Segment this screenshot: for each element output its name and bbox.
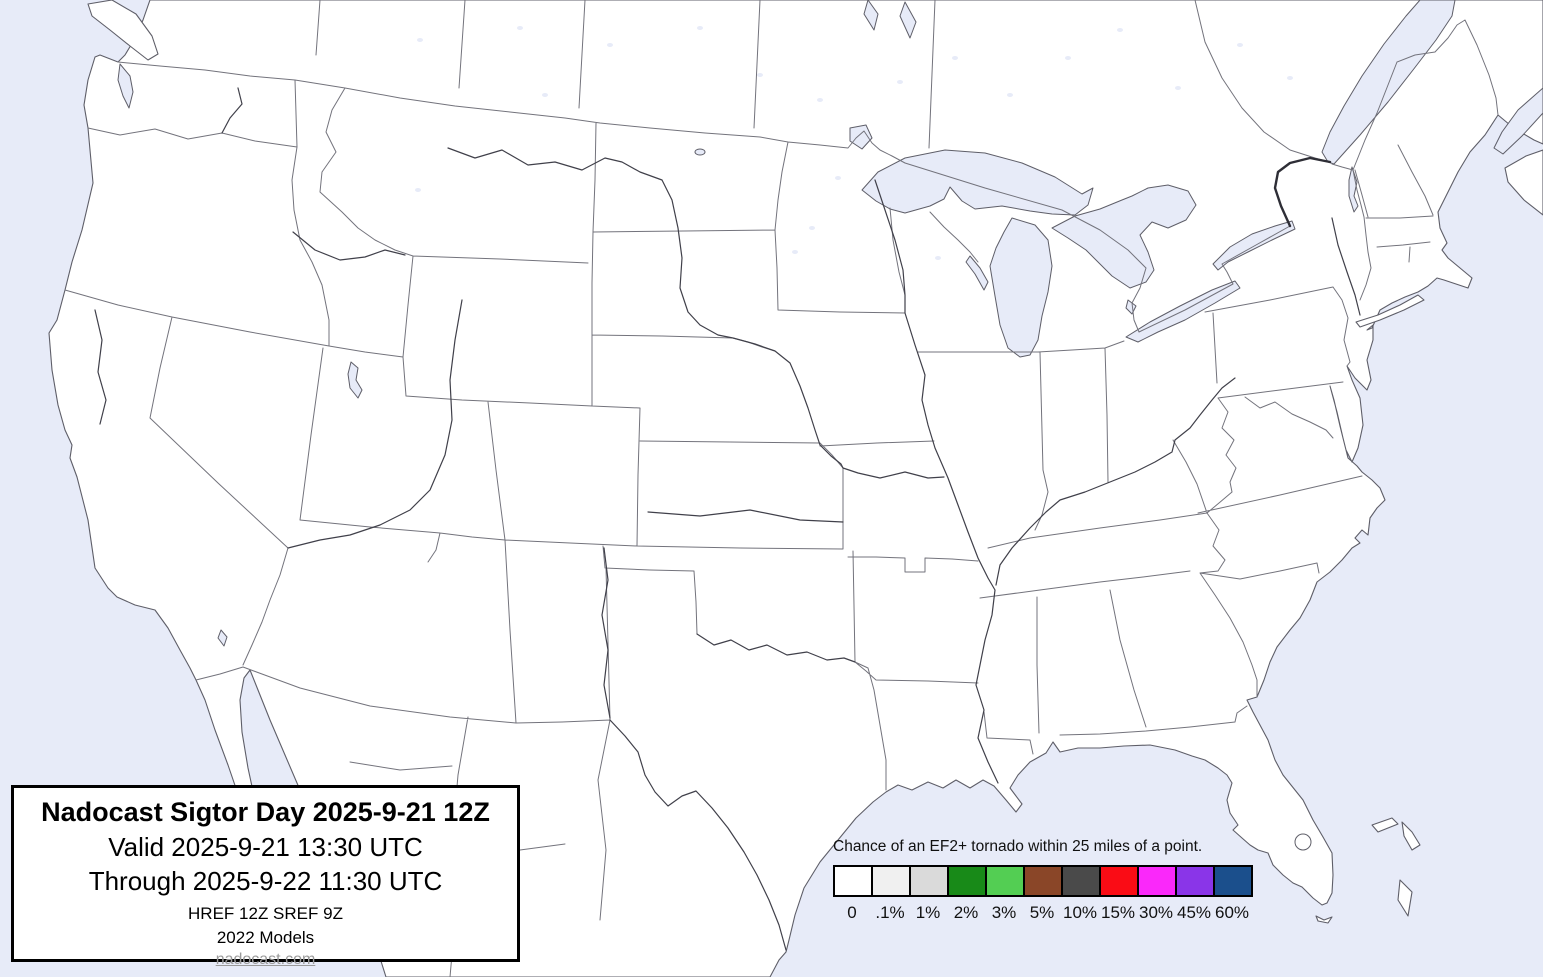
forecast-through-time: Through 2025-9-22 11:30 UTC [88, 866, 443, 896]
legend-label-5%: 5% [1029, 903, 1055, 922]
legend-label-10%: 10% [1062, 903, 1098, 922]
legend-label-15%: 15% [1100, 903, 1136, 922]
legend-swatch-row [833, 865, 1293, 897]
lake-michigan [989, 217, 1053, 358]
forecast-title-box: Nadocast Sigtor Day 2025-9-21 12Z Valid … [11, 785, 520, 968]
legend-swatch-5% [1023, 865, 1063, 897]
legend-swatch-.1% [871, 865, 911, 897]
legend-swatch-60% [1213, 865, 1253, 897]
forecast-models-year: 2022 Models [216, 928, 315, 947]
lake-superior [861, 149, 1094, 216]
legend-swatch-15% [1099, 865, 1139, 897]
vancouver-island [87, 0, 159, 61]
st-lawrence-river [1273, 156, 1332, 228]
probability-legend: Chance of an EF2+ tornado within 25 mile… [833, 838, 1293, 923]
forecast-models: HREF 12Z SREF 9Z [188, 904, 343, 923]
legend-swatch-45% [1175, 865, 1215, 897]
legend-swatch-1% [909, 865, 949, 897]
florida-keys [1315, 915, 1333, 924]
legend-swatch-30% [1137, 865, 1177, 897]
legend-label-3%: 3% [991, 903, 1017, 922]
lake-winnipeg-tip [863, 0, 917, 39]
legend-swatch-10% [1061, 865, 1101, 897]
legend-label-0: 0 [847, 903, 857, 922]
legend-label-45%: 45% [1176, 903, 1212, 922]
legend-label-60%: 60% [1214, 903, 1250, 922]
lake-huron-georgian-bay [1051, 184, 1197, 289]
forecast-title: Nadocast Sigtor Day 2025-9-21 12Z [41, 797, 490, 827]
legend-label-2%: 2% [953, 903, 979, 922]
salton-sea [217, 629, 228, 647]
puget-sound [117, 63, 134, 109]
nadocast-website-link[interactable]: nadocast.com [215, 951, 316, 968]
legend-swatch-0 [833, 865, 873, 897]
small-lake-speckles [415, 26, 1293, 260]
river-lines [94, 87, 1361, 951]
lake-of-the-woods [849, 124, 873, 150]
legend-caption: Chance of an EF2+ tornado within 25 mile… [833, 838, 1203, 855]
bahamas-islands [1371, 817, 1421, 917]
state-borders-group [64, 0, 1499, 977]
bay-of-fundy [1493, 87, 1543, 155]
lake-okeechobee [1294, 833, 1312, 851]
devils-lake [694, 148, 706, 156]
lakes-group [117, 0, 1543, 851]
long-island [1355, 294, 1425, 328]
landmass-group [48, 0, 1543, 977]
lake-champlain [1348, 166, 1359, 213]
rivers-group [94, 87, 1361, 951]
legend-label-30%: 30% [1138, 903, 1174, 922]
lake-st-clair [1125, 299, 1137, 315]
legend-label-1%: 1% [915, 903, 941, 922]
legend-swatch-3% [985, 865, 1025, 897]
nova-scotia [1504, 149, 1543, 216]
st-lawrence-estuary [1321, 0, 1456, 165]
bear-lake [347, 361, 363, 399]
green-bay [965, 255, 989, 291]
forecast-valid-time: Valid 2025-9-21 13:30 UTC [108, 832, 423, 862]
legend-label-row: 0 .1% 1% 2% 3% 5% 10% 15% 30% 45% 60% [833, 903, 1293, 923]
legend-label-.1%: .1% [875, 903, 905, 922]
state-border-lines [64, 0, 1499, 977]
legend-swatch-2% [947, 865, 987, 897]
